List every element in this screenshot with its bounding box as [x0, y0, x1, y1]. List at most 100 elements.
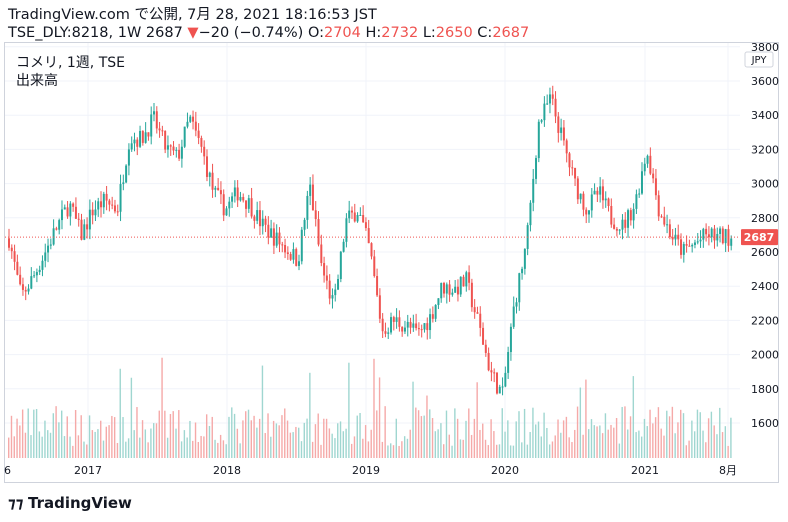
candle-body — [685, 244, 688, 246]
volume-bar — [710, 411, 713, 458]
candle-body — [610, 205, 613, 225]
y-tick-label: 3200 — [751, 143, 779, 156]
candle-body — [225, 208, 228, 216]
candle-body — [21, 284, 24, 290]
candle-body — [585, 209, 588, 215]
volume-bar — [306, 418, 308, 458]
volume-bar — [21, 409, 24, 458]
candle-body — [35, 272, 38, 276]
candle-body — [323, 263, 326, 276]
candle-body — [691, 244, 694, 247]
close-label: C: — [477, 25, 493, 41]
candle-body — [74, 206, 77, 219]
volume-bar — [27, 408, 29, 458]
chart-frame[interactable] — [4, 42, 779, 483]
volume-bar — [535, 424, 537, 458]
candle-body — [49, 244, 52, 246]
volume-bar — [663, 435, 665, 458]
tradingview-logo[interactable]: ⁊⁊ TradingView — [8, 494, 132, 512]
volume-bar — [150, 428, 152, 458]
candle-body — [122, 182, 125, 185]
chart-legend-title: コメリ, 1週, TSE — [16, 55, 125, 71]
volume-bar — [147, 442, 149, 458]
candle-body — [55, 228, 58, 230]
candle-body — [38, 269, 41, 273]
volume-bar — [509, 445, 512, 458]
candle-body — [345, 218, 348, 242]
candle-body — [41, 260, 44, 270]
volume-bar — [217, 442, 219, 458]
candle-body — [47, 245, 50, 253]
candle-body — [473, 307, 476, 313]
volume-bar — [192, 440, 194, 458]
candle-body — [621, 219, 624, 230]
volume-bar — [699, 412, 701, 458]
volume-bar — [440, 423, 442, 458]
volume-bar — [543, 412, 545, 458]
volume-bar — [462, 439, 464, 458]
volume-bar — [730, 417, 732, 458]
candle-body — [660, 216, 663, 218]
candle-body — [663, 216, 666, 225]
volume-bar — [596, 426, 598, 458]
volume-bar — [80, 415, 82, 458]
volume-bar — [219, 434, 222, 458]
candle-body — [484, 344, 487, 353]
candle-body — [66, 207, 69, 217]
volume-bar — [228, 416, 230, 458]
volume-bar — [610, 424, 612, 458]
candle-body — [412, 323, 415, 328]
volume-bar — [548, 444, 551, 458]
volume-bar — [323, 418, 325, 458]
volume-bar — [652, 423, 654, 458]
candle-body — [183, 126, 186, 147]
volume-bar — [272, 420, 275, 458]
candle-body — [409, 321, 412, 328]
candle-body — [155, 111, 158, 129]
volume-bar — [127, 438, 130, 458]
y-tick-label: 2600 — [751, 246, 779, 259]
currency-label: JPY — [751, 55, 768, 66]
volume-bar — [387, 445, 389, 458]
volume-bar — [66, 416, 68, 458]
candle-body — [417, 328, 420, 330]
candle-body — [337, 279, 340, 290]
volume-bar — [546, 427, 548, 458]
volume-bar — [245, 411, 247, 458]
volume-bar — [334, 438, 336, 458]
volume-bar — [713, 425, 715, 458]
volume-bar — [122, 417, 124, 458]
volume-bar — [205, 414, 208, 458]
candle-body — [253, 216, 256, 221]
volume-bar — [236, 428, 239, 458]
volume-bar — [359, 412, 361, 458]
candle-body — [599, 186, 602, 195]
last-price-label: 2687 — [744, 231, 775, 244]
candle-body — [314, 210, 317, 220]
volume-bar — [144, 429, 147, 458]
volume-bar — [640, 436, 643, 458]
volume-bar — [325, 418, 328, 458]
candle-body — [509, 326, 512, 353]
candle-body — [671, 237, 674, 240]
volume-bar — [579, 387, 582, 458]
x-tick-label: 8月 — [719, 464, 737, 477]
candle-body — [451, 292, 454, 295]
volume-bar — [585, 379, 587, 458]
volume-bar — [562, 420, 565, 458]
volume-bar — [540, 436, 542, 458]
volume-bar — [261, 365, 264, 458]
volume-bar — [657, 407, 660, 458]
candle-body — [130, 143, 133, 150]
candle-body — [390, 317, 393, 333]
volume-bar — [69, 436, 71, 458]
candle-body — [677, 234, 680, 240]
candle-body — [504, 372, 507, 387]
candle-body — [286, 252, 289, 255]
volume-bar — [403, 436, 406, 458]
candle-body — [44, 252, 47, 261]
candle-body — [501, 386, 504, 388]
volume-bar — [74, 409, 77, 458]
volume-bar — [88, 415, 91, 458]
